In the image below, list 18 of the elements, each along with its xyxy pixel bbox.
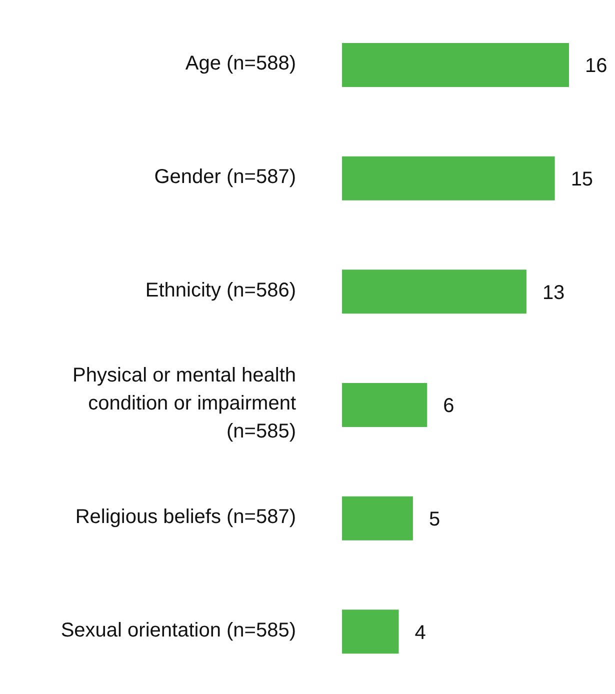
bar (342, 156, 555, 200)
bar (342, 270, 526, 314)
bar (342, 43, 569, 87)
y-tick-label: Physical or mental health condition or impairment (n=585) (72, 364, 296, 443)
y-tick-label: Age (n=588) (185, 52, 296, 75)
y-tick-label: Religious beliefs (n=587) (75, 506, 296, 528)
data-label: 6 (443, 395, 454, 418)
data-label: 5 (428, 508, 440, 530)
data-label: 15 (570, 168, 594, 190)
data-label: 16 (585, 55, 608, 78)
bar (342, 610, 399, 654)
data-label: 13 (542, 282, 565, 304)
y-tick-label: Sexual orientation (n=585) (60, 620, 296, 642)
bar (342, 496, 413, 540)
y-tick-label: Gender (n=587) (154, 166, 296, 188)
y-tick-label: Ethnicity (n=586) (145, 280, 296, 302)
data-label: 4 (414, 622, 426, 644)
bar (342, 383, 428, 427)
